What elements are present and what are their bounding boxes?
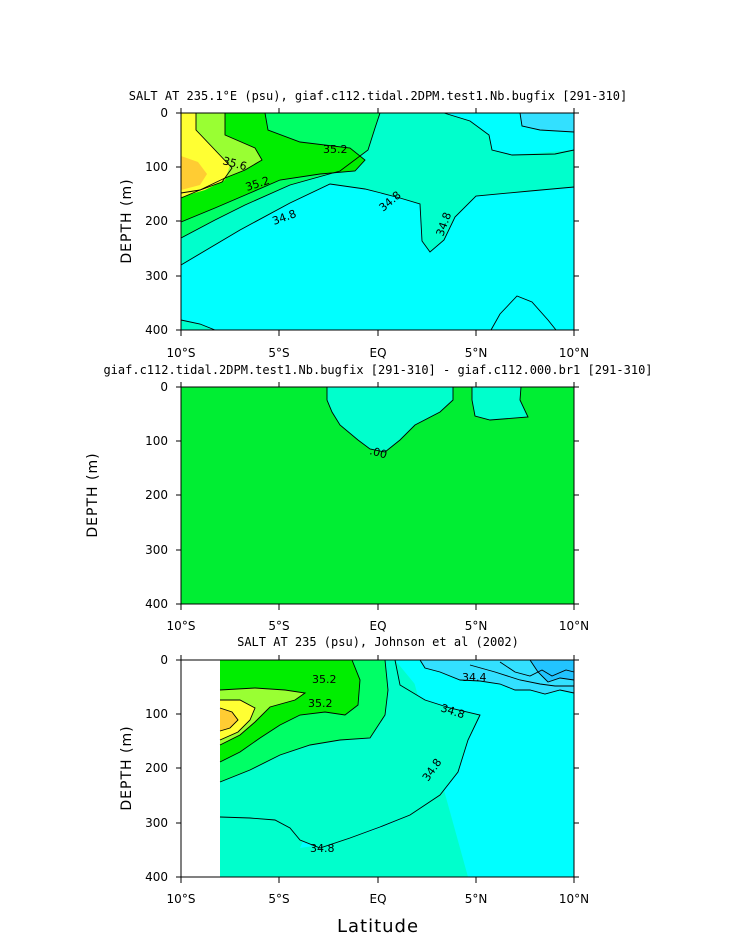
fill-34.4b (520, 113, 574, 132)
panel-model-ytick-0: 0 (160, 106, 168, 120)
panel-diff-ticks (176, 382, 579, 610)
fill-diff-neg-1 (327, 387, 453, 452)
panel-obs-xtick-4: 10°N (559, 892, 589, 906)
fill-35.8 (181, 156, 207, 190)
panel-diff-ytick-1: 100 (145, 434, 168, 448)
panel-model: SALT AT 235.1°E (psu), giaf.c112.tidal.2… (119, 89, 627, 360)
panel-model-xtick-2: EQ (369, 346, 386, 360)
panel-model-ytick-4: 400 (145, 323, 168, 337)
panel-diff-ytick-0: 0 (160, 380, 168, 394)
panel-diff-ylabel: DEPTH (m) (85, 452, 101, 537)
panel-diff-ytick-3: 300 (145, 543, 168, 557)
panel-model-xtick-0: 10°S (167, 346, 196, 360)
panel-diff-title: giaf.c112.tidal.2DPM.test1.Nb.bugfix [29… (103, 363, 652, 377)
panel-obs-ytick-4: 400 (145, 870, 168, 884)
panel-obs-clabel-3: 34.4 (462, 671, 487, 684)
panel-model-title: SALT AT 235.1°E (psu), giaf.c112.tidal.2… (129, 89, 628, 103)
panel-diff-xtick-4: 10°N (559, 619, 589, 633)
panel-diff: giaf.c112.tidal.2DPM.test1.Nb.bugfix [29… (85, 363, 653, 633)
panel-diff-xtick-0: 10°S (167, 619, 196, 633)
panel-diff-clabel-1: .00 (368, 444, 388, 461)
panel-obs-ytick-1: 100 (145, 707, 168, 721)
panel-obs-xtick-3: 5°N (465, 892, 488, 906)
fill-obs-35.8 (220, 708, 238, 731)
panel-obs-clabel-6: 34.8 (310, 842, 335, 855)
panel-obs: SALT AT 235 (psu), Johnson et al (2002) (119, 635, 589, 937)
panel-model-ytick-1: 100 (145, 160, 168, 174)
panel-model-ylabel: DEPTH (m) (119, 178, 135, 263)
panel-obs-clabel-2: 35.2 (308, 697, 333, 710)
panel-model-ytick-2: 200 (145, 214, 168, 228)
fill-diff-neg-2 (472, 387, 528, 420)
panel-obs-ytick-0: 0 (160, 653, 168, 667)
panel-diff-xtick-1: 5°S (268, 619, 289, 633)
fill-corner (181, 320, 215, 330)
panel-obs-ylabel: DEPTH (m) (119, 725, 135, 810)
panel-model-contours (180, 112, 575, 331)
panel-obs-contours (219, 659, 575, 849)
fill-obs-34.2 (530, 660, 574, 682)
panel-obs-ytick-3: 300 (145, 816, 168, 830)
panel-obs-xtick-1: 5°S (268, 892, 289, 906)
panel-model-ytick-3: 300 (145, 269, 168, 283)
panel-obs-ticks (176, 655, 579, 883)
panel-diff-xtick-2: EQ (369, 619, 386, 633)
panel-diff-xtick-3: 5°N (465, 619, 488, 633)
fill-obs-34.6b (220, 660, 574, 877)
fill-deep-blob (491, 296, 556, 330)
panel-obs-ytick-2: 200 (145, 761, 168, 775)
panel-obs-xtick-0: 10°S (167, 892, 196, 906)
panel-obs-xtick-2: EQ (369, 892, 386, 906)
panel-diff-ytick-4: 400 (145, 597, 168, 611)
panel-model-clabel-2: 35.2 (323, 143, 348, 156)
panel-model-xtick-1: 5°S (268, 346, 289, 360)
panel-model-xtick-3: 5°N (465, 346, 488, 360)
fill-obs-35.2 (220, 660, 360, 762)
panel-model-xtick-4: 10°N (559, 346, 589, 360)
panel-diff-contours (326, 386, 529, 453)
panel-diff-ytick-2: 200 (145, 488, 168, 502)
panel-obs-xlabel: Latitude (337, 916, 419, 937)
panel-model-clabel-1: 35.6 (221, 154, 248, 173)
panel-obs-title: SALT AT 235 (psu), Johnson et al (2002) (237, 635, 519, 649)
panel-obs-clabel-1: 35.2 (312, 673, 337, 686)
panel-model-ticks (176, 108, 579, 336)
